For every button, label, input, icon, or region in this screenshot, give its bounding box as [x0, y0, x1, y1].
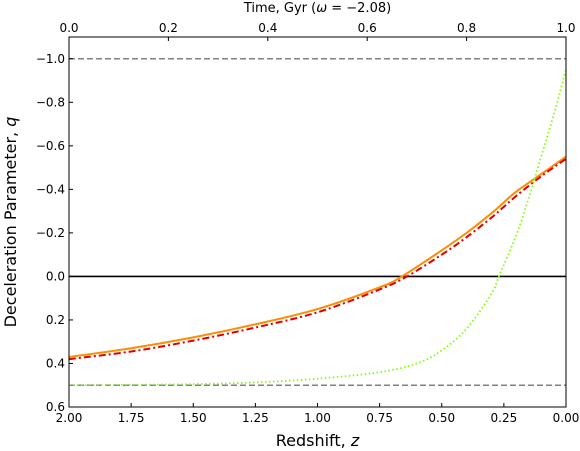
y-tick-label: −0.4: [36, 182, 65, 196]
plot-frame: [68, 36, 567, 408]
series-line-2: [69, 69, 566, 387]
top-tick-label: 0.6: [358, 21, 377, 35]
y-tick-label: −0.8: [36, 95, 65, 109]
x-axis-label: Redshift, z: [276, 431, 360, 450]
y-tick-label: −1.0: [36, 52, 65, 66]
top-tick-label: 0.2: [159, 21, 178, 35]
series-line-0: [69, 155, 566, 358]
x-tick-label: 1.75: [118, 411, 145, 425]
x-tick-label: 1.50: [180, 411, 207, 425]
x-tick-label: 1.25: [242, 411, 269, 425]
bottom-x-axis: 2.00 1.75 1.50 1.25 1.00 0.75 0.50 0.25 0.00: [56, 403, 580, 425]
top-x-axis: 0.0 0.2 0.4 0.6 0.8 1.0: [59, 21, 576, 41]
x-tick-label: 0.75: [366, 411, 393, 425]
top-tick-label: 0.0: [59, 21, 78, 35]
y-tick-label: 0.6: [46, 400, 65, 414]
y-axis-label: Deceleration Parameter, q: [1, 117, 20, 328]
x-tick-label: 0.00: [553, 411, 580, 425]
top-tick-label: 0.4: [258, 21, 277, 35]
y-tick-label: 0.2: [46, 313, 65, 327]
top-tick-label: 0.8: [457, 21, 476, 35]
x-tick-label: 1.00: [304, 411, 331, 425]
y-tick-label: −0.2: [36, 226, 65, 240]
y-tick-label: 0.0: [46, 269, 65, 283]
top-x-axis-label: Time, Gyr (ω = −2.08): [243, 1, 391, 16]
y-tick-label: −0.6: [36, 139, 65, 153]
x-tick-label: 0.25: [491, 411, 518, 425]
x-tick-label: 2.00: [56, 411, 83, 425]
series-lines: [69, 69, 566, 387]
top-tick-label: 1.0: [556, 21, 575, 35]
series-line-1: [69, 158, 566, 361]
y-tick-label: 0.4: [46, 356, 65, 370]
x-tick-label: 0.50: [428, 411, 455, 425]
left-y-axis: −1.0 −0.8 −0.6 −0.4 −0.2 0.0 0.2 0.4 0.6: [36, 52, 73, 414]
reference-lines: [69, 58, 566, 386]
